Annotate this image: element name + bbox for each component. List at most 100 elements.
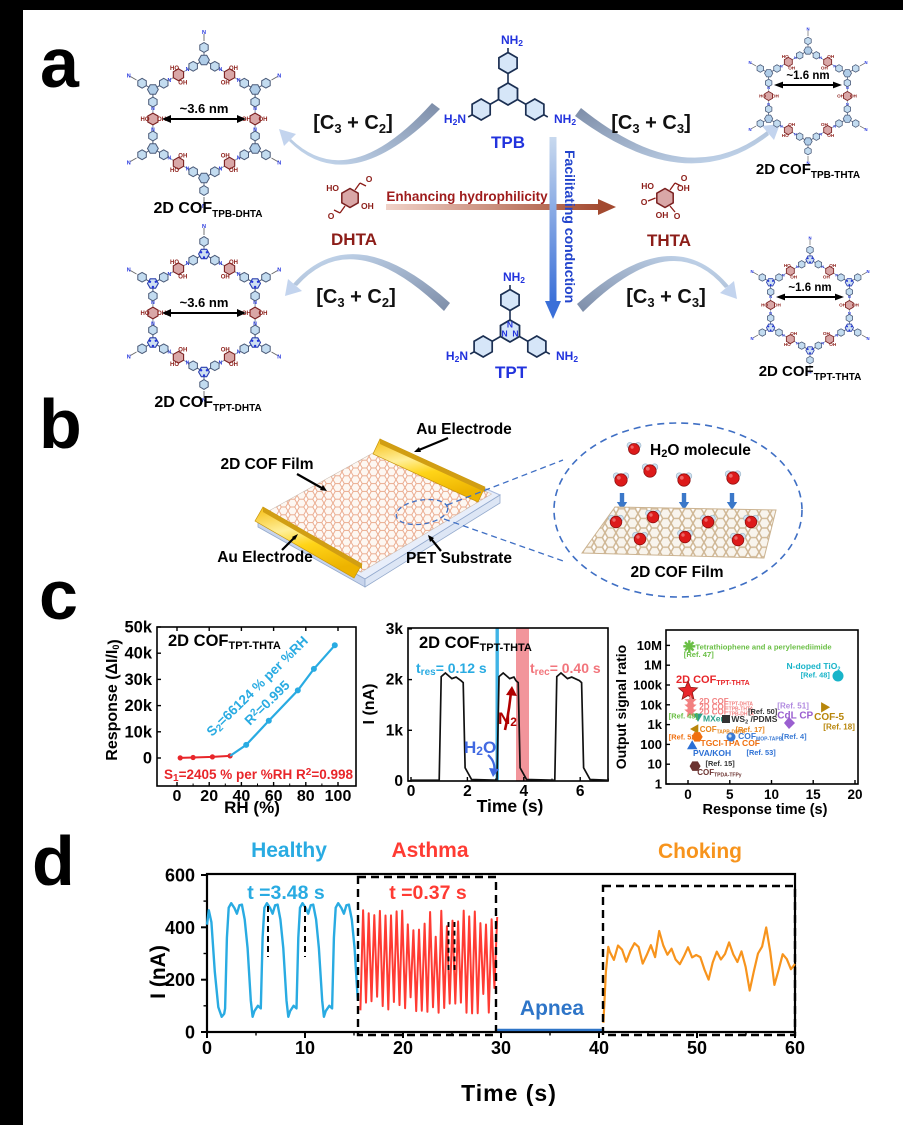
- svg-text:HO: HO: [170, 260, 179, 266]
- svg-text:NH2: NH2: [554, 112, 576, 127]
- svg-text:Time (s): Time (s): [477, 796, 544, 816]
- svg-text:[Ref. 51]: [Ref. 51]: [777, 702, 809, 711]
- svg-text:NH2: NH2: [503, 270, 525, 285]
- svg-text:OH: OH: [788, 65, 796, 70]
- svg-text:N: N: [186, 67, 190, 73]
- svg-text:5: 5: [726, 787, 734, 802]
- svg-text:~1.6 nm: ~1.6 nm: [788, 282, 831, 294]
- svg-text:2D COFTPB-THTA: 2D COFTPB-THTA: [699, 702, 753, 712]
- svg-text:N: N: [507, 319, 513, 329]
- svg-text:OH: OH: [827, 133, 835, 138]
- svg-text:N: N: [502, 329, 508, 339]
- svg-text:1k: 1k: [648, 717, 663, 732]
- svg-text:HO: HO: [761, 303, 768, 308]
- svg-text:O: O: [641, 197, 648, 207]
- svg-text:0: 0: [202, 1038, 212, 1058]
- svg-text:O: O: [366, 174, 373, 184]
- svg-text:N: N: [277, 161, 281, 167]
- svg-text:1: 1: [655, 777, 662, 792]
- svg-text:40: 40: [233, 788, 251, 805]
- svg-text:N: N: [750, 269, 753, 274]
- svg-text:N: N: [202, 30, 206, 36]
- svg-text:NH2: NH2: [501, 33, 523, 48]
- svg-text:0: 0: [173, 788, 182, 805]
- svg-text:100: 100: [325, 788, 352, 805]
- svg-text:20: 20: [200, 788, 218, 805]
- svg-text:Choking: Choking: [658, 840, 742, 863]
- svg-text:Output signal ratio: Output signal ratio: [613, 645, 629, 769]
- svg-text:OH: OH: [821, 65, 829, 70]
- svg-text:N: N: [780, 64, 783, 68]
- svg-text:PVA/KOH: PVA/KOH: [693, 748, 731, 758]
- svg-text:OH: OH: [229, 362, 238, 368]
- svg-text:N: N: [866, 269, 869, 274]
- svg-text:OH: OH: [827, 54, 835, 59]
- svg-text:N: N: [127, 355, 131, 361]
- svg-text:O: O: [681, 173, 688, 183]
- svg-text:O: O: [674, 211, 681, 221]
- svg-text:S1=2405 % per %RH R2=0.998: S1=2405 % per %RH R2=0.998: [164, 767, 353, 784]
- svg-text:[Ref. 52]: [Ref. 52]: [669, 733, 699, 742]
- svg-text:OH: OH: [221, 274, 230, 280]
- svg-text:N: N: [806, 161, 809, 166]
- svg-text:N: N: [848, 295, 851, 299]
- svg-text:2D COF Film: 2D COF Film: [220, 456, 313, 473]
- svg-text:N: N: [808, 236, 811, 241]
- svg-text:N: N: [186, 166, 190, 172]
- svg-text:DHTA: DHTA: [331, 230, 377, 249]
- svg-text:Time (s): Time (s): [461, 1080, 557, 1106]
- svg-text:O: O: [328, 211, 335, 221]
- svg-text:Au Electrode: Au Electrode: [416, 421, 512, 438]
- svg-text:OH: OH: [242, 311, 251, 317]
- svg-text:OH: OH: [829, 342, 837, 347]
- svg-text:N: N: [219, 166, 223, 172]
- svg-text:WS2 /PDMS: WS2 /PDMS: [731, 714, 777, 726]
- svg-text:10: 10: [764, 787, 779, 802]
- svg-text:H2O molecule: H2O molecule: [650, 442, 751, 460]
- svg-text:Response time (s): Response time (s): [703, 802, 828, 818]
- svg-text:10k: 10k: [124, 723, 152, 741]
- svg-text:2: 2: [463, 783, 472, 800]
- svg-text:OH: OH: [242, 117, 251, 123]
- svg-text:OH: OH: [772, 94, 780, 99]
- svg-text:N: N: [782, 333, 785, 337]
- svg-text:HO: HO: [641, 181, 654, 191]
- svg-text:N: N: [127, 74, 131, 80]
- svg-text:20: 20: [393, 1038, 413, 1058]
- svg-text:N: N: [253, 106, 257, 112]
- svg-text:OH: OH: [229, 66, 238, 72]
- svg-text:t =3.48 s: t =3.48 s: [247, 882, 325, 904]
- svg-text:30k: 30k: [124, 671, 152, 689]
- svg-text:OH: OH: [178, 154, 187, 160]
- svg-text:HO: HO: [759, 94, 766, 99]
- svg-text:10k: 10k: [640, 697, 662, 712]
- svg-text:THTA: THTA: [647, 231, 691, 250]
- svg-text:N: N: [237, 350, 241, 356]
- svg-text:N: N: [277, 74, 281, 80]
- svg-text:[Ref. 48]: [Ref. 48]: [801, 671, 831, 680]
- svg-text:OH: OH: [229, 168, 238, 174]
- svg-text:N: N: [767, 86, 770, 90]
- svg-text:Response (ΔI/I0): Response (ΔI/I0): [104, 639, 123, 760]
- svg-text:N: N: [167, 350, 171, 356]
- svg-text:0: 0: [394, 773, 403, 790]
- svg-text:N: N: [748, 60, 751, 65]
- svg-text:OH: OH: [221, 80, 230, 86]
- svg-text:HO: HO: [141, 117, 150, 123]
- svg-text:10: 10: [295, 1038, 315, 1058]
- svg-text:N: N: [796, 265, 799, 269]
- svg-text:HO: HO: [170, 362, 179, 368]
- svg-text:OH: OH: [178, 348, 187, 354]
- svg-text:N: N: [219, 261, 223, 267]
- svg-text:[C3 + C2]: [C3 + C2]: [316, 286, 396, 310]
- svg-text:OH: OH: [823, 274, 831, 279]
- svg-text:N: N: [782, 273, 785, 277]
- svg-text:~3.6 nm: ~3.6 nm: [180, 101, 229, 116]
- svg-text:[Ref. 18]: [Ref. 18]: [823, 722, 855, 731]
- svg-text:N: N: [864, 127, 867, 132]
- svg-text:N: N: [835, 273, 838, 277]
- svg-text:TPT: TPT: [495, 363, 528, 382]
- svg-text:CdL CP: CdL CP: [777, 710, 813, 721]
- svg-text:N: N: [835, 333, 838, 337]
- svg-text:N: N: [512, 329, 518, 339]
